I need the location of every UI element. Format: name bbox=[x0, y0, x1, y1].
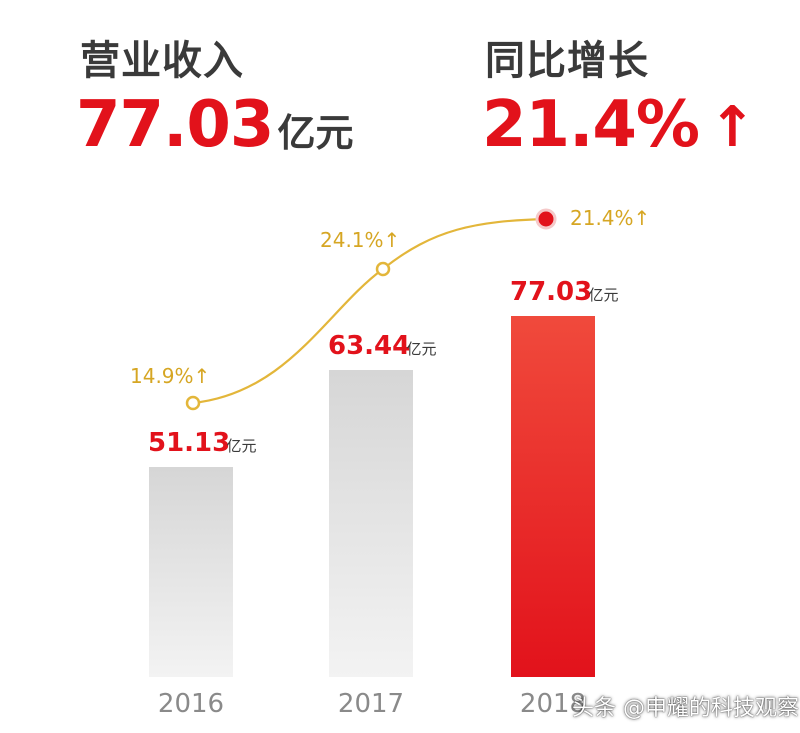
growth-value: 21.4% bbox=[482, 88, 700, 162]
bar-2016 bbox=[149, 467, 233, 677]
growth-label-2017: 24.1%↑ bbox=[320, 228, 400, 252]
up-arrow-icon: ↑ bbox=[709, 95, 756, 160]
growth-point-2017 bbox=[375, 261, 391, 277]
value-label-2017: 63.44 bbox=[328, 331, 410, 361]
revenue-value: 77.03 bbox=[76, 88, 274, 162]
revenue-unit: 亿元 bbox=[277, 111, 354, 155]
growth-kpi: 21.4% ↑ bbox=[482, 88, 756, 162]
x-tick-2017: 2017 bbox=[338, 689, 404, 719]
growth-point-2016 bbox=[185, 395, 201, 411]
growth-label-2016: 14.9%↑ bbox=[130, 364, 210, 388]
bar-2017 bbox=[329, 370, 413, 677]
growth-label: 同比增长 bbox=[485, 38, 649, 84]
x-tick-2018: 2018 bbox=[520, 689, 586, 719]
x-tick-2016: 2016 bbox=[158, 689, 224, 719]
watermark: 头条 @申耀的科技观察 bbox=[572, 696, 799, 721]
value-label-2016: 51.13 bbox=[148, 428, 230, 458]
revenue-kpi: 77.03 亿元 bbox=[76, 88, 353, 162]
growth-point-2018 bbox=[535, 208, 557, 230]
value-unit-2017: 亿元 bbox=[407, 340, 437, 358]
value-unit-2018: 亿元 bbox=[589, 286, 619, 304]
bar-2018 bbox=[511, 316, 595, 677]
revenue-label: 营业收入 bbox=[80, 38, 244, 84]
value-label-2018: 77.03 bbox=[510, 277, 592, 307]
value-unit-2016: 亿元 bbox=[227, 437, 257, 455]
growth-label-2018: 21.4%↑ bbox=[570, 206, 650, 230]
